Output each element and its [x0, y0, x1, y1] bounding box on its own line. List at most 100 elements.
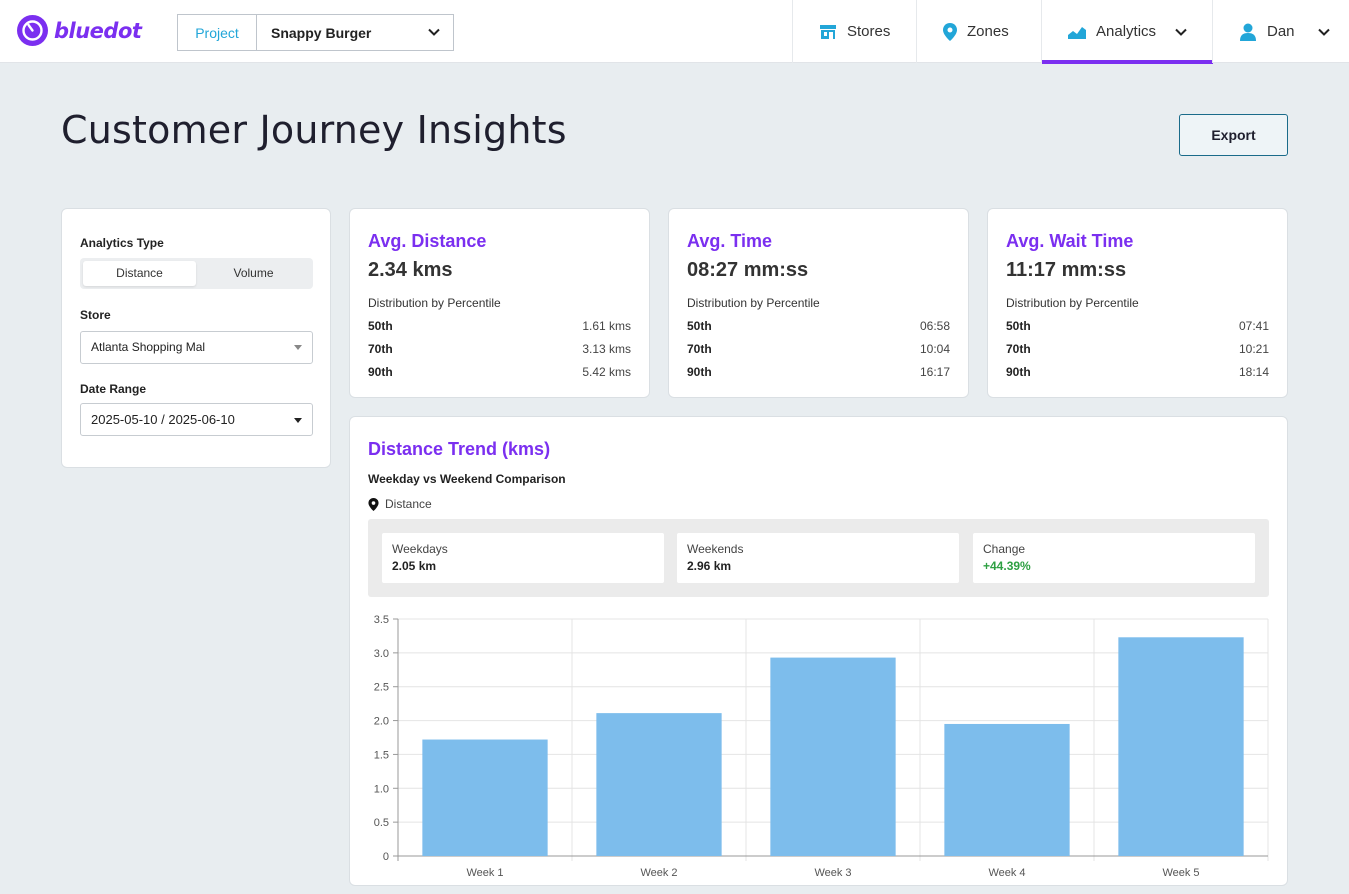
dropdown-caret-icon	[294, 418, 302, 423]
percentile-key: 90th	[687, 365, 712, 379]
percentile-key: 90th	[368, 365, 393, 379]
metric-label: Change	[983, 542, 1026, 556]
nav-user-menu[interactable]: Dan	[1212, 0, 1349, 63]
stat-subtitle: Distribution by Percentile	[687, 296, 820, 310]
chart-legend[interactable]: Distance	[368, 497, 432, 511]
trend-subtitle: Weekday vs Weekend Comparison	[368, 472, 566, 486]
percentile-value: 18:14	[1238, 365, 1269, 379]
metric-value: 2.05 km	[392, 559, 437, 573]
stat-value: 11:17 mm:ss	[1006, 259, 1127, 281]
nav-analytics[interactable]: Analytics	[1041, 0, 1213, 64]
distance-trend-card: Distance Trend (kms) Weekday vs Weekend …	[349, 416, 1288, 886]
y-tick-label: 3.0	[374, 648, 389, 660]
nav-stores[interactable]: Stores	[792, 0, 916, 63]
stat-card-avg-time: Avg. Time 08:27 mm:ss Distribution by Pe…	[668, 208, 969, 398]
analytics-type-label: Analytics Type	[80, 236, 164, 250]
date-range-value: 2025-05-10 / 2025-06-10	[91, 412, 235, 427]
bar-week-3	[770, 657, 896, 856]
percentile-row: 90th 5.42 kms	[368, 365, 631, 379]
stat-title: Avg. Distance	[368, 231, 487, 251]
percentile-value: 07:41	[1238, 319, 1269, 333]
percentile-row: 90th 18:14	[1006, 365, 1269, 379]
bluedot-logo-icon	[17, 15, 48, 46]
percentile-value: 3.13 kms	[582, 342, 631, 356]
store-icon	[820, 24, 836, 39]
percentile-key: 50th	[687, 319, 712, 333]
dropdown-caret-icon	[294, 345, 302, 350]
percentile-row: 70th 10:04	[687, 342, 950, 356]
stat-title: Avg. Wait Time	[1006, 231, 1134, 251]
store-select[interactable]: Atlanta Shopping Mal	[80, 331, 313, 364]
percentile-row: 90th 16:17	[687, 365, 950, 379]
area-chart-icon	[1068, 26, 1086, 39]
y-tick-label: 2.5	[374, 682, 389, 694]
chevron-down-icon	[1317, 28, 1330, 36]
nav-zones[interactable]: Zones	[916, 0, 1041, 63]
project-label: Project	[178, 15, 257, 50]
percentile-key: 50th	[368, 319, 393, 333]
top-bar: bluedot Project Snappy Burger Stores Zon…	[0, 0, 1349, 64]
stat-value: 2.34 kms	[368, 259, 453, 281]
x-tick-label: Week 4	[988, 867, 1025, 879]
percentile-row: 70th 10:21	[1006, 342, 1269, 356]
page-title: Customer Journey Insights	[61, 108, 567, 152]
store-value: Atlanta Shopping Mal	[91, 340, 206, 354]
nav-stores-label: Stores	[847, 23, 891, 40]
bar-week-1	[422, 739, 548, 856]
percentile-key: 70th	[687, 342, 712, 356]
weekdays-metric: Weekdays 2.05 km	[382, 533, 664, 583]
bar-week-2	[596, 713, 722, 856]
stat-card-avg-wait-time: Avg. Wait Time 11:17 mm:ss Distribution …	[987, 208, 1288, 398]
date-range-select[interactable]: 2025-05-10 / 2025-06-10	[80, 403, 313, 436]
x-tick-label: Week 2	[640, 867, 677, 879]
x-tick-label: Week 3	[814, 867, 851, 879]
percentile-value: 16:17	[919, 365, 950, 379]
y-tick-label: 1.5	[374, 749, 389, 761]
date-range-label: Date Range	[80, 382, 147, 396]
stat-card-avg-distance: Avg. Distance 2.34 kms Distribution by P…	[349, 208, 650, 398]
stat-value: 08:27 mm:ss	[687, 259, 809, 281]
legend-label: Distance	[385, 497, 432, 511]
toggle-distance[interactable]: Distance	[83, 261, 196, 286]
active-tab-indicator	[1042, 60, 1213, 64]
percentile-value: 5.42 kms	[582, 365, 631, 379]
map-pin-icon	[943, 22, 957, 41]
analytics-type-toggle: Distance Volume	[80, 258, 313, 289]
logo[interactable]: bluedot	[17, 15, 142, 46]
x-tick-label: Week 1	[466, 867, 503, 879]
store-label: Store	[80, 308, 111, 322]
logo-text: bluedot	[54, 18, 142, 43]
metric-label: Weekends	[687, 542, 744, 556]
export-button[interactable]: Export	[1179, 114, 1288, 156]
project-value: Snappy Burger	[271, 24, 372, 41]
metric-value: +44.39%	[983, 559, 1031, 573]
percentile-key: 90th	[1006, 365, 1031, 379]
stat-subtitle: Distribution by Percentile	[1006, 296, 1139, 310]
y-tick-label: 0	[383, 851, 389, 863]
weekday-weekend-comparison: Weekdays 2.05 km Weekends 2.96 km Change…	[368, 519, 1269, 597]
percentile-row: 50th 07:41	[1006, 319, 1269, 333]
percentile-row: 50th 06:58	[687, 319, 950, 333]
nav-zones-label: Zones	[967, 23, 1009, 40]
y-tick-label: 0.5	[374, 817, 389, 829]
y-tick-label: 2.0	[374, 716, 389, 728]
percentile-value: 10:04	[919, 342, 950, 356]
project-dropdown[interactable]: Snappy Burger	[257, 15, 453, 50]
filters-panel: Analytics Type Distance Volume Store Atl…	[61, 208, 331, 468]
percentile-value: 06:58	[919, 319, 950, 333]
project-selector[interactable]: Project Snappy Burger	[177, 14, 454, 51]
y-tick-label: 3.5	[374, 614, 389, 626]
metric-label: Weekdays	[392, 542, 448, 556]
percentile-row: 70th 3.13 kms	[368, 342, 631, 356]
user-name: Dan	[1267, 23, 1295, 40]
toggle-volume[interactable]: Volume	[233, 266, 274, 280]
percentile-key: 50th	[1006, 319, 1031, 333]
stat-subtitle: Distribution by Percentile	[368, 296, 501, 310]
percentile-value: 10:21	[1238, 342, 1269, 356]
user-icon	[1240, 23, 1256, 41]
chevron-down-icon	[428, 28, 440, 36]
percentile-key: 70th	[368, 342, 393, 356]
change-metric: Change +44.39%	[973, 533, 1255, 583]
percentile-key: 70th	[1006, 342, 1031, 356]
distance-bar-chart: 0 0.5 1.0 1.5 2.0 2.5 3.0 3.5 Week 1 Week 2 Week 3…	[374, 614, 1269, 879]
